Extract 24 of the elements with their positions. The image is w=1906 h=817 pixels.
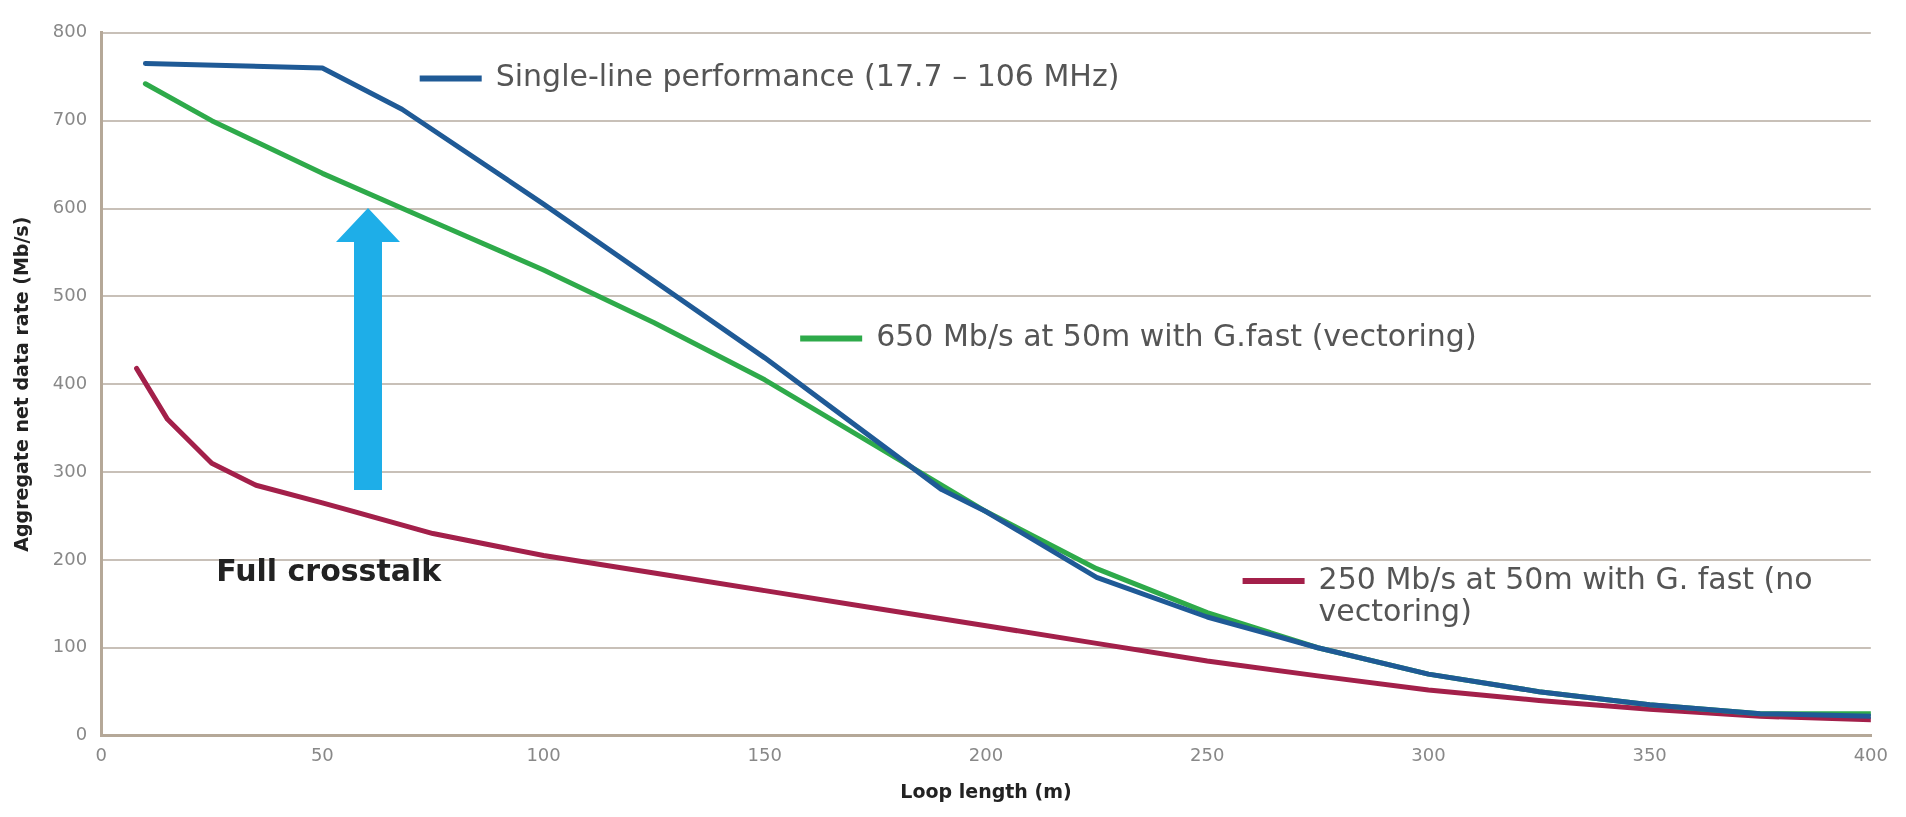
y-axis-title: Aggregate net data rate (Mb/s) xyxy=(10,216,33,552)
x-tick-label: 0 xyxy=(95,744,107,766)
legend-label: 250 Mb/s at 50m with G. fast (no vectoring) xyxy=(1318,560,1813,628)
y-tick-label: 0 xyxy=(75,723,88,745)
legend-label: 650 Mb/s at 50m with G.fast (vectoring) xyxy=(876,318,1477,354)
y-tick-label: 800 xyxy=(52,20,88,42)
x-tick-label: 350 xyxy=(1632,744,1667,766)
y-tick-label: 700 xyxy=(52,108,88,130)
x-tick-label: 100 xyxy=(526,744,561,766)
y-tick-label: 100 xyxy=(52,635,88,657)
x-tick-label: 400 xyxy=(1853,744,1888,766)
x-tick-label: 50 xyxy=(310,744,334,766)
y-tick-label: 600 xyxy=(52,196,88,218)
x-tick-label: 150 xyxy=(747,744,782,766)
x-tick-label: 200 xyxy=(968,744,1004,766)
legend-label: Single-line performance (17.7 – 106 MHz) xyxy=(495,58,1120,94)
x-axis-title: Loop length (m) xyxy=(900,779,1072,802)
x-tick-label: 300 xyxy=(1411,744,1446,766)
y-tick-label: 400 xyxy=(52,371,88,393)
x-tick-label: 250 xyxy=(1190,744,1225,766)
annotation: Full crosstalk xyxy=(216,552,443,588)
y-tick-label: 500 xyxy=(52,284,88,306)
y-tick-label: 200 xyxy=(52,547,88,569)
y-tick-label: 300 xyxy=(52,459,88,481)
